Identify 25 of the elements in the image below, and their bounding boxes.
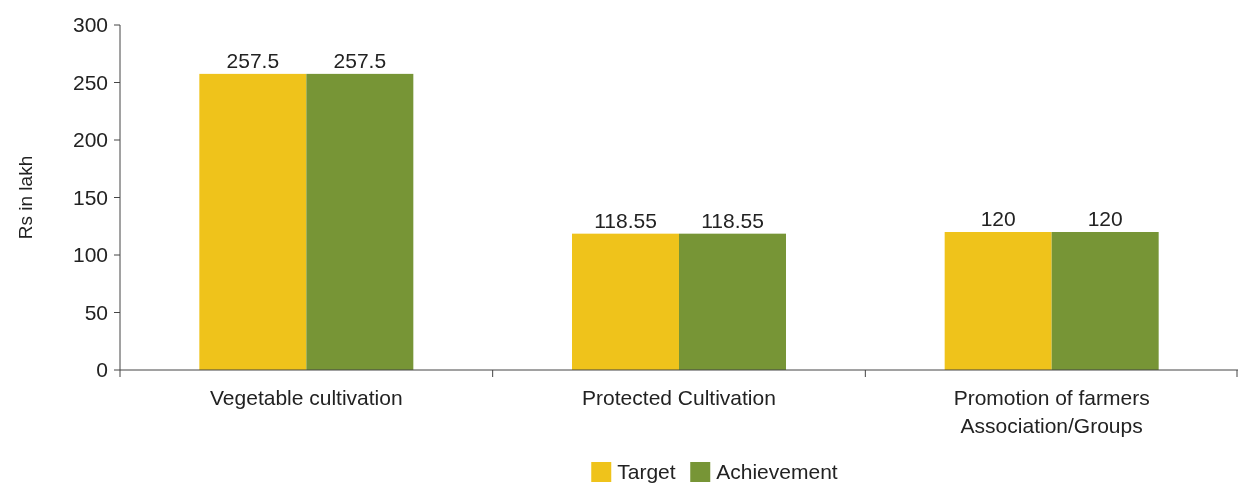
x-tick-label: Protected Cultivation (582, 386, 776, 409)
y-axis-title: Rs in lakh (15, 155, 36, 240)
bar (679, 233, 786, 370)
data-label: 120 (1087, 207, 1123, 230)
y-tick-label: 250 (72, 70, 108, 94)
legend-label: Achievement (716, 460, 838, 484)
data-label: 257.5 (333, 48, 387, 72)
y-tick-label: 300 (72, 13, 108, 37)
bar (199, 73, 307, 370)
data-label: 257.5 (226, 48, 280, 72)
y-tick-label: 0 (96, 358, 108, 382)
y-tick-label: 100 (72, 243, 108, 267)
y-tick-label: 150 (72, 185, 108, 209)
x-tick-label: Vegetable cultivation (210, 386, 403, 409)
y-tick-label: 50 (84, 300, 108, 324)
y-tick-label: 200 (72, 128, 108, 152)
bar (306, 73, 414, 370)
data-label: 118.55 (594, 208, 657, 232)
legend-label: Target (617, 460, 676, 484)
bar (572, 233, 679, 370)
x-tick-label: Promotion of farmers Association/Groups (953, 386, 1150, 437)
bar (944, 232, 1052, 370)
data-label: 120 (980, 207, 1016, 230)
data-label: 118.55 (701, 208, 764, 232)
bar (1051, 232, 1159, 370)
